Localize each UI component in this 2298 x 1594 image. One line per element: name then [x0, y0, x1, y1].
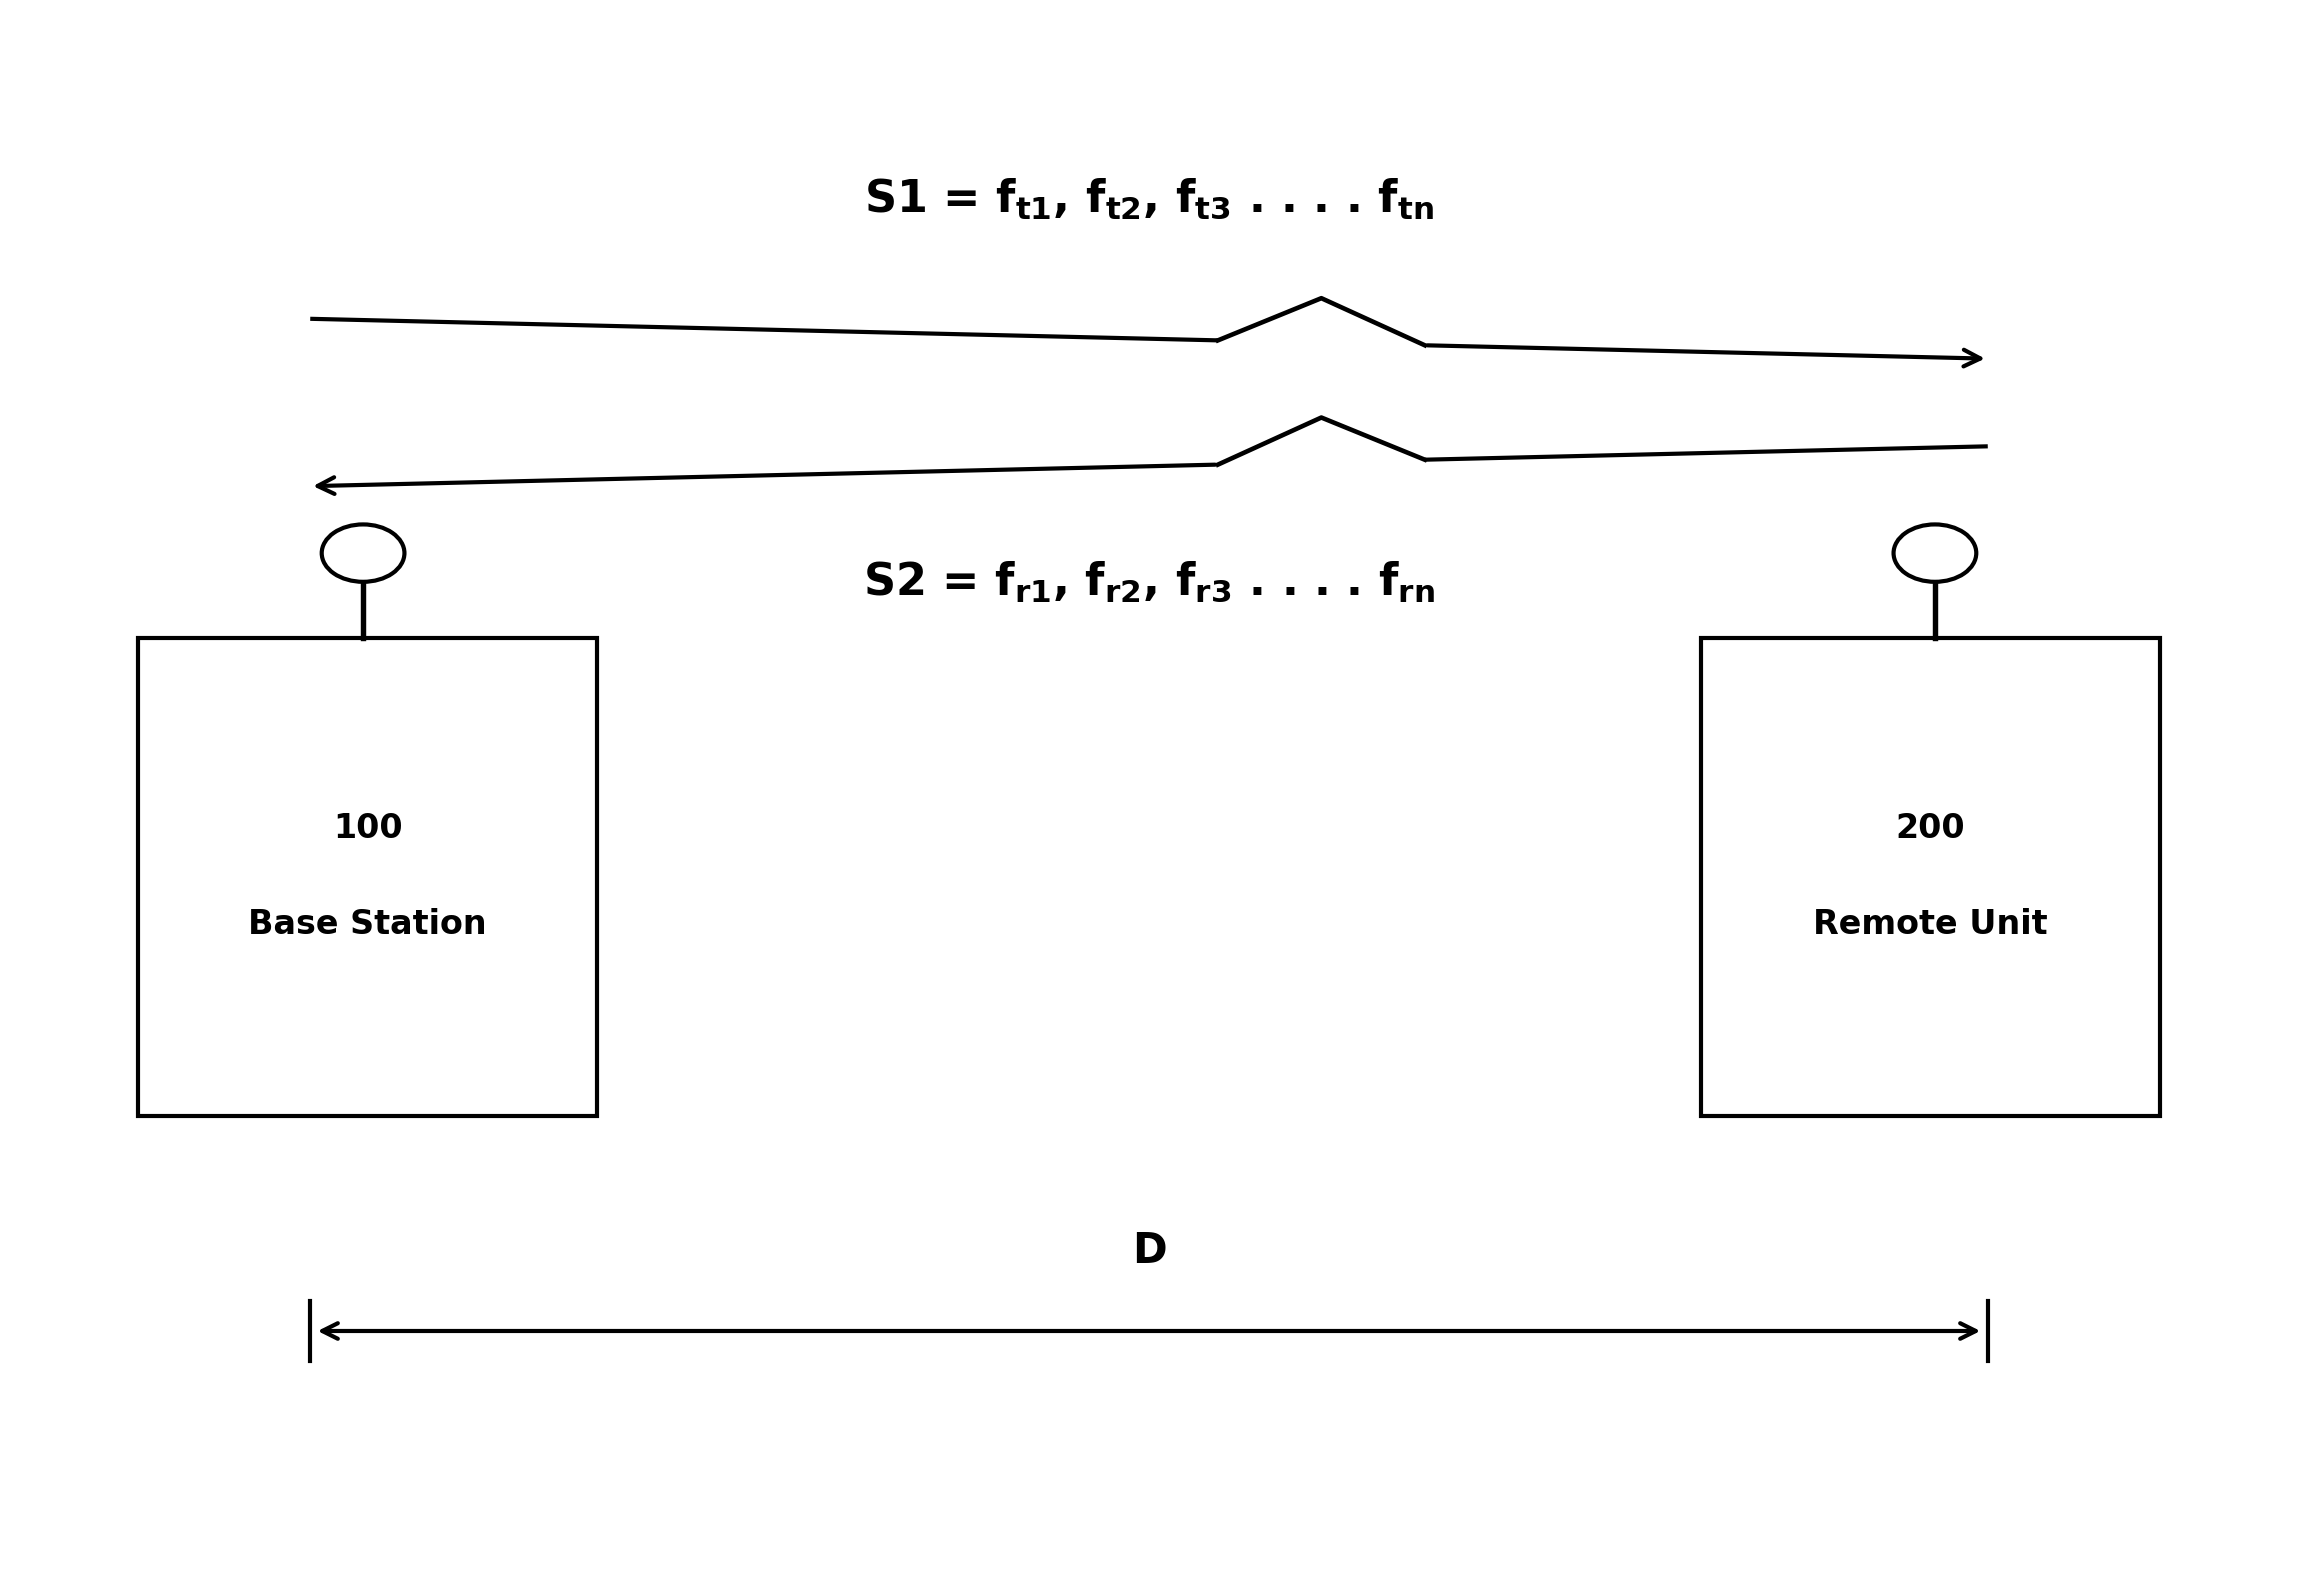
- Text: 200: 200: [1896, 813, 1965, 845]
- Bar: [138, 638, 597, 1116]
- Circle shape: [1894, 524, 1976, 582]
- Circle shape: [322, 524, 404, 582]
- Bar: [1701, 638, 2160, 1116]
- Text: S2 = f$\mathregular{_{r1}}$, f$\mathregular{_{r2}}$, f$\mathregular{_{r3}}$ . . : S2 = f$\mathregular{_{r1}}$, f$\mathregu…: [864, 559, 1434, 604]
- Text: 100: 100: [333, 813, 402, 845]
- Text: Remote Unit: Remote Unit: [1813, 909, 2048, 940]
- Text: D: D: [1131, 1231, 1167, 1272]
- Text: Base Station: Base Station: [248, 909, 487, 940]
- Text: S1 = f$\mathregular{_{t1}}$, f$\mathregular{_{t2}}$, f$\mathregular{_{t3}}$ . . : S1 = f$\mathregular{_{t1}}$, f$\mathregu…: [864, 177, 1434, 222]
